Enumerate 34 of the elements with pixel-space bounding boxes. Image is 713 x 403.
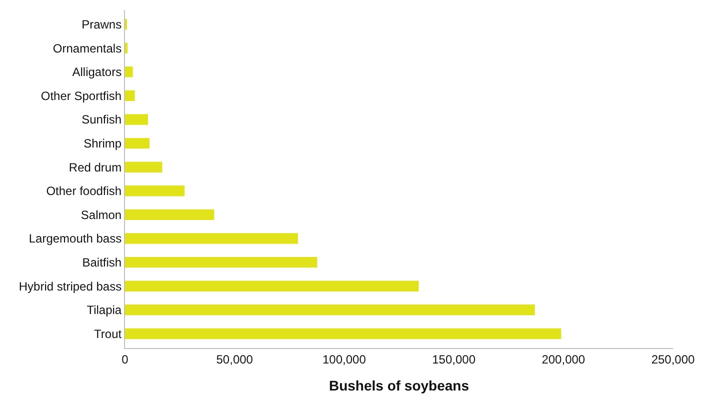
- y-tick-label: Alligators: [72, 65, 122, 80]
- y-tick-label: Red drum: [68, 160, 122, 174]
- y-tick-label: Sunfish: [82, 112, 122, 127]
- x-tick-label: 150,000: [432, 352, 476, 366]
- bar: [125, 66, 133, 78]
- x-axis-title: Bushels of soybeans: [328, 378, 470, 394]
- y-tick-label: Largemouth bass: [28, 232, 122, 246]
- bar: [125, 114, 148, 125]
- bar: [125, 328, 562, 340]
- bar: [125, 256, 318, 268]
- bar: [125, 209, 214, 220]
- y-tick-label: Shrimp: [84, 136, 122, 150]
- x-tick-label: 0: [122, 352, 129, 366]
- y-tick-label: Prawns: [82, 17, 122, 32]
- bar: [125, 304, 535, 316]
- y-tick-label: Baitfish: [82, 256, 122, 270]
- x-tick-label: 100,000: [322, 352, 366, 366]
- y-tick-label: Other Sportfish: [40, 88, 122, 103]
- y-tick-label: Salmon: [80, 208, 122, 222]
- bar: [125, 186, 185, 196]
- y-tick-label: Trout: [94, 326, 122, 341]
- x-tick-label: 50,000: [216, 352, 254, 366]
- y-tick-label: Other foodfish: [46, 184, 122, 198]
- bar: [125, 138, 150, 149]
- bar: [125, 90, 135, 102]
- y-tick-label: Ornamentals: [52, 41, 122, 56]
- bar: [125, 162, 162, 172]
- bar: [125, 42, 128, 54]
- bar: [125, 233, 298, 244]
- y-tick-label: Hybrid striped bass: [18, 279, 122, 294]
- x-tick-label: 200,000: [542, 352, 586, 366]
- bar: [125, 280, 419, 292]
- x-tick-label: 250,000: [651, 352, 696, 366]
- y-tick-label: Tilapia: [86, 303, 122, 318]
